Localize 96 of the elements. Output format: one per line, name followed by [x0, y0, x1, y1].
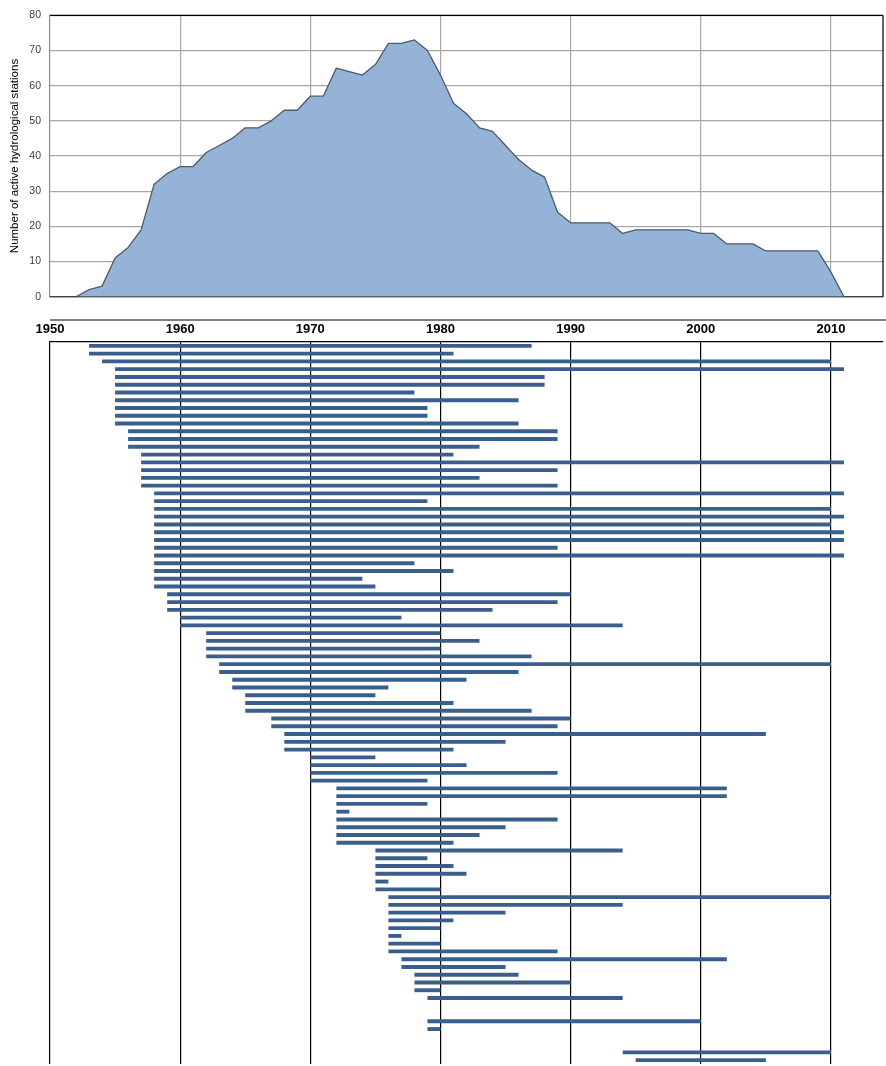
- bar: [336, 840, 454, 845]
- bar: [154, 569, 454, 573]
- bar: [219, 662, 831, 667]
- bar: [427, 1019, 701, 1024]
- bar: [414, 988, 441, 993]
- bar: [310, 770, 558, 775]
- y-axis-title: Number of active hydrological stations: [8, 58, 21, 254]
- x-tick-label: 1960: [165, 320, 195, 336]
- bar: [141, 452, 454, 457]
- bar: [336, 809, 350, 814]
- bar: [388, 941, 441, 946]
- x-tick-label: 1980: [426, 320, 455, 336]
- bar: [141, 483, 558, 488]
- bar: [375, 871, 467, 876]
- bar: [375, 879, 389, 884]
- bar: [128, 444, 480, 449]
- bar: [336, 825, 506, 830]
- bar: [414, 972, 519, 977]
- bar: [427, 996, 623, 1000]
- bar: [310, 778, 428, 783]
- bar: [310, 755, 376, 760]
- bar: [336, 786, 727, 791]
- bar: [89, 343, 532, 348]
- bar: [310, 763, 467, 768]
- y-tick-label: 20: [29, 219, 42, 232]
- y-tick-label: 10: [29, 254, 42, 267]
- x-tick-label: 1950: [35, 320, 65, 336]
- bar: [141, 468, 558, 473]
- bar: [154, 514, 844, 519]
- bar: [388, 918, 454, 923]
- x-tick-label: 2000: [686, 320, 716, 336]
- y-tick-label: 70: [29, 43, 42, 56]
- y-tick-label: 80: [29, 8, 42, 21]
- bar: [154, 499, 428, 504]
- x-tick-label: 1990: [556, 320, 586, 336]
- bar: [115, 375, 545, 379]
- bar: [154, 538, 844, 542]
- x-tick-label: 2010: [816, 320, 846, 336]
- y-tick-label: 60: [29, 78, 42, 91]
- bar: [635, 1058, 766, 1063]
- bar: [167, 592, 571, 597]
- bar: [154, 491, 844, 496]
- bar: [115, 398, 519, 403]
- bar: [375, 856, 428, 861]
- bar: [102, 359, 831, 364]
- bar: [206, 631, 441, 636]
- bar: [154, 545, 558, 550]
- bar: [180, 615, 402, 620]
- bar: [232, 677, 467, 682]
- bar: [167, 600, 558, 605]
- bar: [245, 708, 532, 713]
- bar: [89, 351, 454, 356]
- bar: [128, 429, 558, 434]
- bar: [219, 670, 519, 674]
- bar: [206, 646, 441, 651]
- bar: [128, 437, 558, 441]
- bar: [401, 957, 727, 962]
- bar: [388, 949, 558, 954]
- bar: [115, 367, 844, 372]
- bar: [245, 701, 454, 705]
- bar: [154, 561, 415, 566]
- bar: [388, 926, 441, 931]
- y-tick-label: 0: [35, 289, 42, 302]
- bar: [336, 794, 727, 799]
- bar: [388, 902, 623, 907]
- bar: [388, 910, 506, 915]
- x-tick-label: 1970: [295, 320, 325, 336]
- y-tick-label: 50: [29, 113, 42, 126]
- bar: [141, 460, 844, 465]
- y-tick-label: 40: [29, 148, 42, 161]
- bar: [284, 747, 454, 752]
- bar: [115, 382, 545, 387]
- bar: [284, 732, 766, 736]
- bar: [388, 895, 831, 900]
- bar: [206, 654, 532, 659]
- bar: [154, 530, 844, 535]
- bar: [375, 864, 454, 868]
- bar: [336, 833, 480, 837]
- bar: [336, 801, 428, 806]
- bar: [115, 406, 428, 410]
- bar: [154, 576, 363, 581]
- bar: [401, 965, 506, 969]
- bar: [167, 607, 493, 612]
- bar: [115, 413, 428, 418]
- bar: [375, 887, 441, 892]
- y-tick-label: 30: [29, 184, 42, 197]
- bar: [180, 623, 623, 628]
- bar: [427, 1027, 441, 1032]
- bar: [154, 506, 831, 511]
- bar: [388, 933, 402, 938]
- bar: [284, 739, 506, 744]
- bar: [622, 1050, 831, 1055]
- bar: [141, 475, 480, 480]
- bar: [245, 693, 376, 698]
- bar: [206, 638, 480, 643]
- bar: [271, 724, 558, 729]
